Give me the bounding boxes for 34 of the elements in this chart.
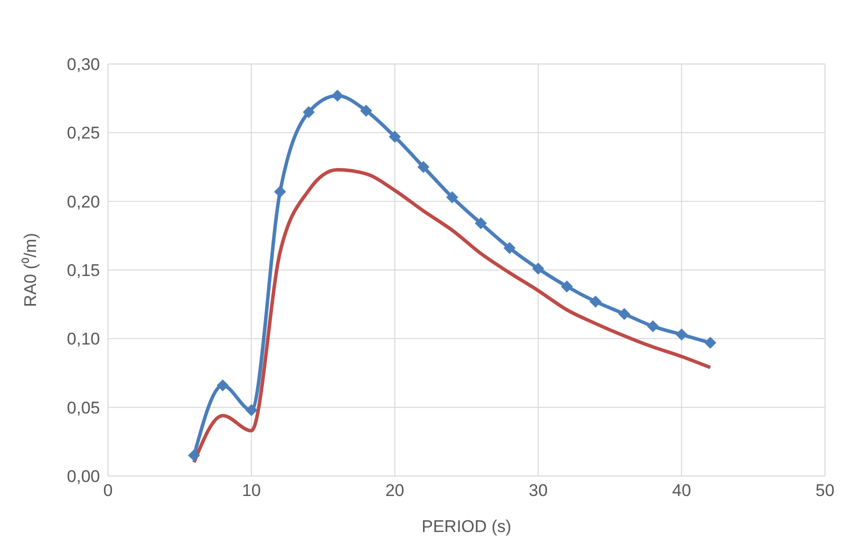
point bbox=[560, 280, 573, 292]
y-tick-label: 0,25 bbox=[66, 124, 100, 143]
point bbox=[360, 104, 372, 117]
point bbox=[676, 328, 688, 341]
y-axis-title: RA0 (⁰/m) bbox=[21, 233, 40, 307]
y-tick-label: 0,10 bbox=[66, 330, 100, 349]
point bbox=[590, 296, 602, 308]
point bbox=[474, 217, 487, 230]
point bbox=[188, 449, 200, 462]
x-tick-label: 0 bbox=[103, 481, 113, 500]
x-tick-label: 50 bbox=[816, 481, 834, 500]
point bbox=[245, 404, 258, 416]
point bbox=[274, 186, 286, 198]
point bbox=[704, 336, 716, 349]
point bbox=[646, 320, 659, 332]
point bbox=[618, 308, 630, 320]
y-tick-label: 0,15 bbox=[66, 261, 100, 280]
y-tick-label: 0,20 bbox=[66, 192, 100, 212]
x-tick-label: 10 bbox=[242, 481, 261, 500]
point bbox=[388, 130, 401, 143]
y-tick-label: 0,30 bbox=[66, 55, 100, 74]
point bbox=[417, 161, 430, 173]
point bbox=[216, 379, 229, 392]
point bbox=[446, 191, 458, 204]
x-tick-label: 20 bbox=[385, 481, 404, 500]
x-tick-label: 30 bbox=[528, 481, 548, 500]
y-tick-label: 0,05 bbox=[66, 398, 100, 418]
x-axis-title: PERIOD (s) bbox=[422, 517, 512, 536]
point bbox=[331, 90, 344, 102]
x-tick-label: 40 bbox=[672, 481, 692, 500]
point bbox=[302, 106, 315, 118]
point bbox=[504, 242, 516, 254]
point bbox=[532, 262, 544, 275]
y-tick-label: 0,00 bbox=[66, 467, 100, 486]
